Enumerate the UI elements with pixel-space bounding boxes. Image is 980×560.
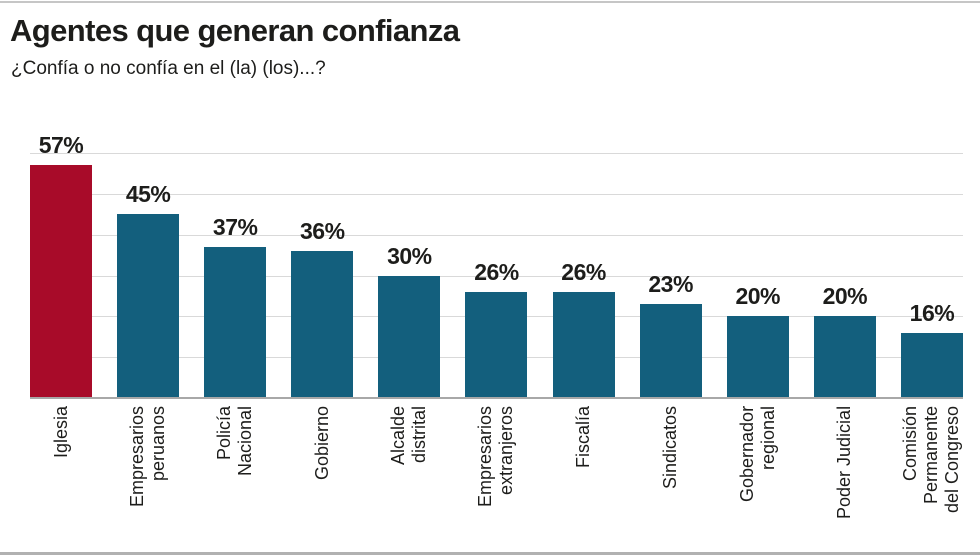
bar-column: 37% [204,214,267,398]
category-label: Poder Judicial [834,406,855,520]
category-label: Empresarios extranjeros [475,406,517,508]
category-cell: Comisión Permanente del Congreso [900,406,963,552]
bar-value-label: 16% [909,299,955,326]
gridline-50 [30,193,963,195]
category-label: Sindicatos [660,406,681,490]
category-cell: Policía Nacional [204,406,266,552]
bar-column: 16% [900,300,963,398]
category-label: Gobernador regional [736,406,778,503]
category-label: Empresarios peruanos [127,406,169,508]
gridline-30 [30,275,963,277]
bar-value-label: 26% [474,258,519,285]
category-label: Iglesia [50,406,71,459]
bar-value-label: 37% [212,213,258,240]
category-label: Policía Nacional [214,406,256,477]
gridline-60 [30,153,963,154]
category-cell: Iglesia [30,406,92,552]
bar-column: 26% [552,259,615,398]
category-cell: Gobierno [291,406,353,552]
bar-chart-plot-area: 57% 45% 37% 36% 30% 26% 26% 23% 20% 20% 16% [30,132,963,399]
category-cell: Gobernador regional [727,406,789,552]
category-cell: Alcalde distrital [378,406,440,552]
bar-column: 20% [726,283,789,398]
bar-column: 26% [465,259,528,398]
chart-title: Agentes que generan confianza [10,13,460,48]
category-label: Alcalde distrital [388,406,430,466]
bars-layer: 57% 45% 37% 36% 30% 26% 26% 23% 20% 20% 16% [30,132,963,398]
bar-value-label: 20% [822,283,868,310]
category-cell: Empresarios peruanos [117,406,179,552]
bar-column: 36% [291,218,354,398]
gridline-40 [30,234,963,236]
bar-value-label: 30% [387,242,432,269]
category-axis-labels: Iglesia Empresarios peruanos Policía Nacio… [30,406,963,552]
category-cell: Sindicatos [640,406,702,552]
bar-column: 45% [117,181,180,398]
top-divider [0,1,980,3]
x-axis-line [30,397,963,399]
bar-column: 57% [30,132,92,398]
category-label: Gobierno [311,406,332,481]
category-cell: Poder Judicial [814,406,876,552]
category-label: Comisión Permanente del Congreso [900,406,963,514]
bar-value-label: 26% [561,258,606,285]
bar-value-label: 45% [125,181,171,208]
bar-value-label: 23% [648,271,693,298]
category-cell: Fiscalía [553,406,615,552]
bottom-divider [0,552,980,555]
category-label: Fiscalía [573,406,594,469]
bar-column: 23% [639,271,702,398]
category-cell: Empresarios extranjeros [465,406,527,552]
bar-column: 30% [378,243,441,398]
bar-column: 20% [813,283,876,398]
bar-value-label: 20% [735,283,781,310]
chart-subtitle: ¿Confía o no confía en el (la) (los)...? [11,58,326,79]
bar-value-label: 36% [300,218,345,244]
bar-value-label: 57% [38,132,84,159]
